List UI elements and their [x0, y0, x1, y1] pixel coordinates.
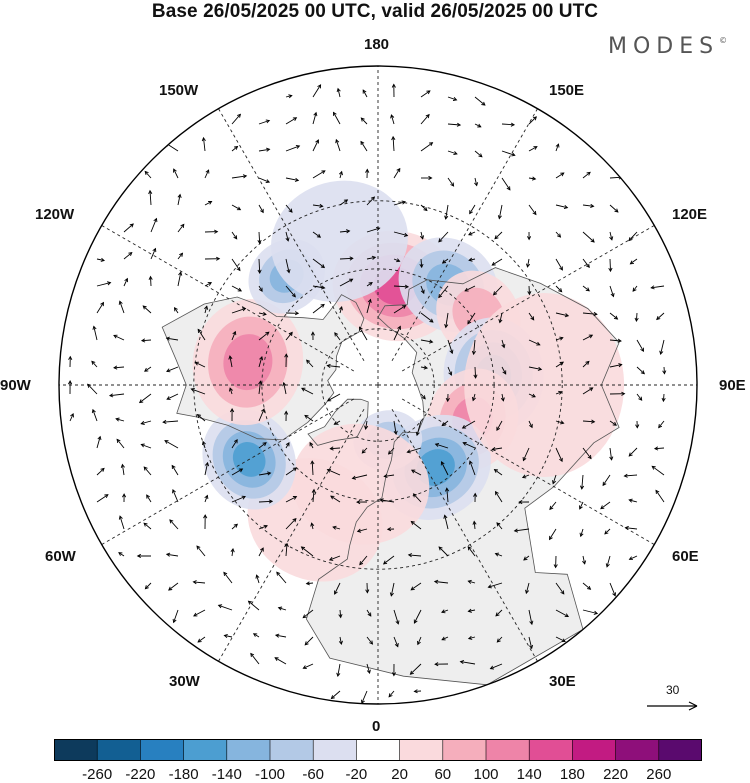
lon-label-90e: 90E	[719, 377, 746, 394]
colorbar-tick-label: -140	[211, 766, 242, 783]
colorbar-swatch	[140, 739, 185, 761]
colorbar-swatch	[529, 739, 573, 761]
colorbar-swatch	[313, 739, 357, 761]
colorbar-swatch	[658, 739, 702, 761]
colorbar-tick-label: -220	[125, 766, 156, 783]
lon-label-150w: 150W	[159, 82, 199, 99]
lon-label-120w: 120W	[35, 206, 75, 223]
lon-label-180: 180	[364, 36, 390, 53]
map-boundary	[58, 65, 698, 705]
lon-label-30e: 30E	[549, 673, 576, 690]
colorbar-swatch	[486, 739, 530, 761]
colorbar-tick-label: -20	[345, 766, 368, 783]
colorbar	[54, 739, 702, 761]
colorbar-tick-label: 140	[516, 766, 542, 783]
colorbar-swatch	[183, 739, 228, 761]
brand-name: MODES	[608, 34, 720, 59]
colorbar-tick-label: -100	[254, 766, 286, 783]
lon-label-120e: 120E	[672, 206, 708, 223]
modes-logo: MODES©	[608, 34, 727, 59]
map-title: Base 26/05/2025 00 UTC, valid 26/05/2025…	[151, 1, 599, 22]
colorbar-tick-label: 180	[559, 766, 585, 783]
lon-label-90w: 90W	[0, 377, 31, 394]
colorbar-swatch	[226, 739, 271, 761]
wind-reference-arrow	[647, 701, 698, 711]
colorbar-tick-label: -260	[82, 766, 113, 783]
colorbar-swatch	[615, 739, 660, 761]
lon-label-60w: 60W	[45, 548, 76, 565]
lon-label-0: 0	[372, 718, 381, 735]
lon-label-150e: 150E	[549, 82, 585, 99]
colorbar-tick-labels: -260 -220 -180 -140 -100 -60 -20 20 60 100 140 180 2…	[0, 766, 750, 783]
colorbar-tick-label: 60	[434, 766, 452, 783]
colorbar-swatch	[399, 739, 444, 761]
graticule	[59, 66, 697, 704]
colorbar-tick-label: -180	[168, 766, 199, 783]
colorbar-swatch	[356, 739, 401, 761]
colorbar-tick-label: 100	[473, 766, 499, 783]
colorbar-swatch	[54, 739, 98, 761]
colorbar-swatch	[97, 739, 141, 761]
lon-label-60e: 60E	[672, 548, 699, 565]
colorbar-tick-label: 220	[603, 766, 629, 783]
colorbar-swatch	[572, 739, 617, 761]
brand-mark: ©	[719, 36, 728, 45]
colorbar-tick-label: 20	[391, 766, 408, 783]
colorbar-swatch	[442, 739, 487, 761]
coastlines	[161, 267, 620, 686]
lon-label-30w: 30W	[169, 673, 200, 690]
colorbar-tick-label: -60	[302, 766, 325, 783]
wind-vectors	[68, 83, 667, 704]
wind-reference-label: 30	[666, 683, 680, 697]
colorbar-swatch	[270, 739, 314, 761]
colorbar-tick-label: 260	[646, 766, 672, 783]
